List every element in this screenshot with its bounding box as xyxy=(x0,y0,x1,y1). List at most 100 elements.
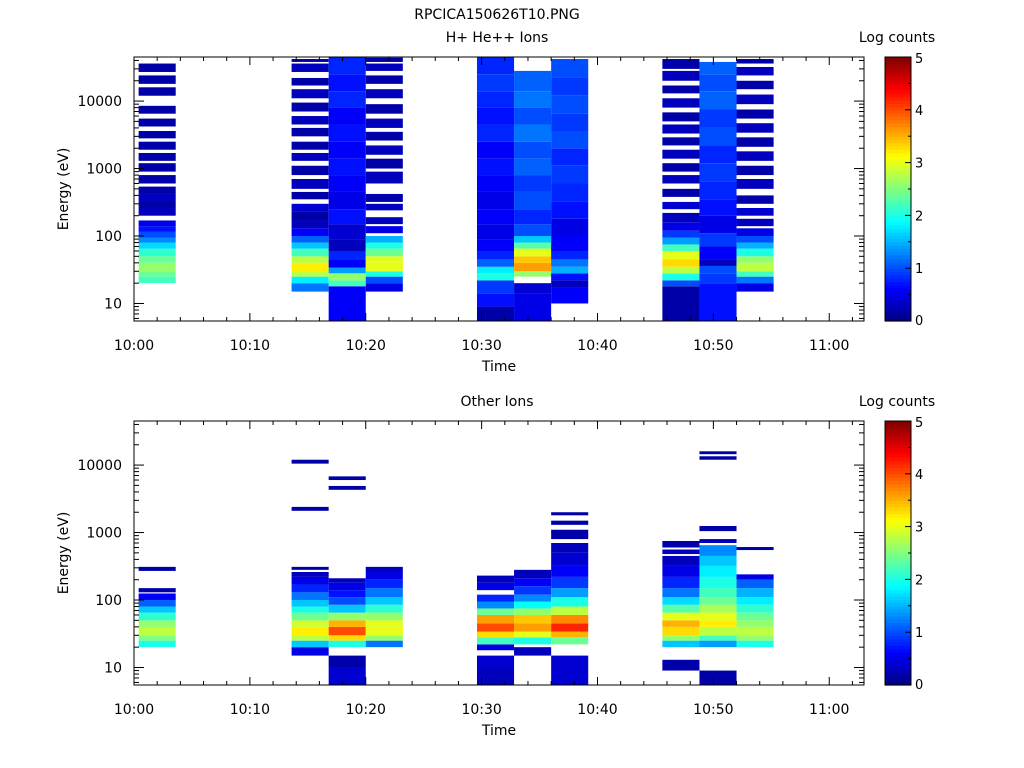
heatmap-cell xyxy=(476,306,515,321)
heatmap-cell xyxy=(365,283,403,292)
heatmap-cell xyxy=(736,597,774,605)
heatmap-cell xyxy=(138,635,176,641)
heatmap-cell xyxy=(328,582,366,591)
colorbar-segment xyxy=(885,661,911,666)
colorbar-segment xyxy=(885,235,911,240)
heatmap-cell xyxy=(699,576,737,589)
heatmap-cell xyxy=(699,597,737,605)
heatmap-cell xyxy=(662,222,700,231)
heatmap-cell xyxy=(551,165,589,184)
heatmap-cell xyxy=(736,248,774,257)
y-tick-label: 10 xyxy=(104,660,122,676)
heatmap-cell xyxy=(662,244,700,251)
colorbar-tick-label: 3 xyxy=(915,521,923,536)
colorbar-tick-label: 3 xyxy=(915,157,923,172)
colorbar-segment xyxy=(885,602,911,607)
heatmap-cell xyxy=(736,218,774,227)
heatmap-cell xyxy=(291,152,329,161)
colorbar-segment xyxy=(885,678,911,683)
heatmap-cell xyxy=(662,626,700,636)
colorbar-segment xyxy=(885,595,911,600)
heatmap-cell xyxy=(514,124,552,142)
colorbar-segment xyxy=(885,288,911,292)
heatmap-cell xyxy=(551,637,589,645)
heatmap-cell xyxy=(291,236,329,243)
heatmap-cell xyxy=(138,118,176,127)
heatmap-cell xyxy=(476,259,515,267)
heatmap-cell xyxy=(736,574,774,580)
x-axis-label: Time xyxy=(481,359,516,375)
heatmap-cell xyxy=(291,220,329,229)
heatmap-cell xyxy=(476,224,515,240)
colorbar-segment xyxy=(885,473,911,478)
heatmap-cell xyxy=(551,287,589,304)
heatmap-cell xyxy=(328,74,366,92)
heatmap-cell xyxy=(662,250,700,260)
colorbar-segment xyxy=(885,241,911,246)
colorbar-segment xyxy=(885,566,911,571)
colorbar-segment xyxy=(885,549,911,554)
colorbar: 0 1 2 3 4 5 Log counts xyxy=(859,394,935,693)
heatmap-cell xyxy=(514,637,552,645)
colorbar-label: Log counts xyxy=(859,394,935,410)
heatmap-cell xyxy=(138,141,176,150)
heatmap-cell xyxy=(365,572,403,580)
heatmap-cell xyxy=(514,91,552,108)
heatmap-cell xyxy=(291,102,329,112)
heatmap-cell xyxy=(551,512,589,516)
colorbar-segment xyxy=(885,218,911,223)
heatmap-cell xyxy=(476,293,515,307)
heatmap-cell xyxy=(699,145,737,164)
heatmap-cell xyxy=(365,131,403,141)
heatmap-cell xyxy=(365,226,403,234)
heatmap-cell xyxy=(138,271,176,277)
heatmap-cell xyxy=(476,280,515,294)
heatmap-cell xyxy=(328,640,366,648)
heatmap-cell xyxy=(291,640,329,648)
colorbar-tick-label: 5 xyxy=(915,52,923,67)
x-tick-label: 10:30 xyxy=(461,702,501,718)
colorbar-segment xyxy=(885,665,911,670)
heatmap-cell xyxy=(328,286,366,321)
heatmap-cell xyxy=(138,131,176,139)
y-tick-label: 10 xyxy=(104,296,122,312)
heatmap-cell xyxy=(662,659,700,671)
x-tick-label: 11:00 xyxy=(809,702,849,718)
heatmap-cell xyxy=(551,259,589,267)
colorbar-segment xyxy=(885,149,911,154)
heatmap-cell xyxy=(365,635,403,641)
heatmap-cell xyxy=(138,640,176,648)
heatmap-cell xyxy=(551,588,589,598)
heatmap-cell xyxy=(514,209,552,225)
heatmap-cell xyxy=(476,273,515,281)
colorbar-segment xyxy=(885,477,911,481)
colorbar-segment xyxy=(885,470,911,475)
heatmap-cell xyxy=(551,236,589,251)
colorbar-segment xyxy=(885,99,911,104)
heatmap-cell xyxy=(699,199,737,216)
x-tick-label: 10:10 xyxy=(230,338,270,354)
colorbar-segment xyxy=(885,261,911,266)
heatmap-cell xyxy=(328,191,366,210)
panel-title: Other Ions xyxy=(460,394,533,410)
heatmap-cell xyxy=(736,66,774,76)
heatmap-cell xyxy=(662,230,700,238)
heatmap-cell xyxy=(476,250,515,260)
colorbar-segment xyxy=(885,612,911,617)
colorbar-segment xyxy=(885,493,911,498)
heatmap-cell xyxy=(736,137,774,147)
heatmap-cell xyxy=(291,647,329,656)
heatmap-cell xyxy=(138,201,176,209)
colorbar-segment xyxy=(885,258,911,263)
heatmap-cell xyxy=(551,631,589,638)
heatmap-cell xyxy=(328,259,366,268)
heatmap-cell xyxy=(699,61,737,75)
heatmap-cell xyxy=(291,203,329,212)
colorbar-segment xyxy=(885,248,911,253)
heatmap-cell xyxy=(699,620,737,627)
colorbar-segment xyxy=(885,592,911,597)
colorbar-segment xyxy=(885,648,911,653)
heatmap-cell xyxy=(699,74,737,92)
colorbar-segment xyxy=(885,516,911,521)
y-tick-label: 10000 xyxy=(77,458,122,474)
